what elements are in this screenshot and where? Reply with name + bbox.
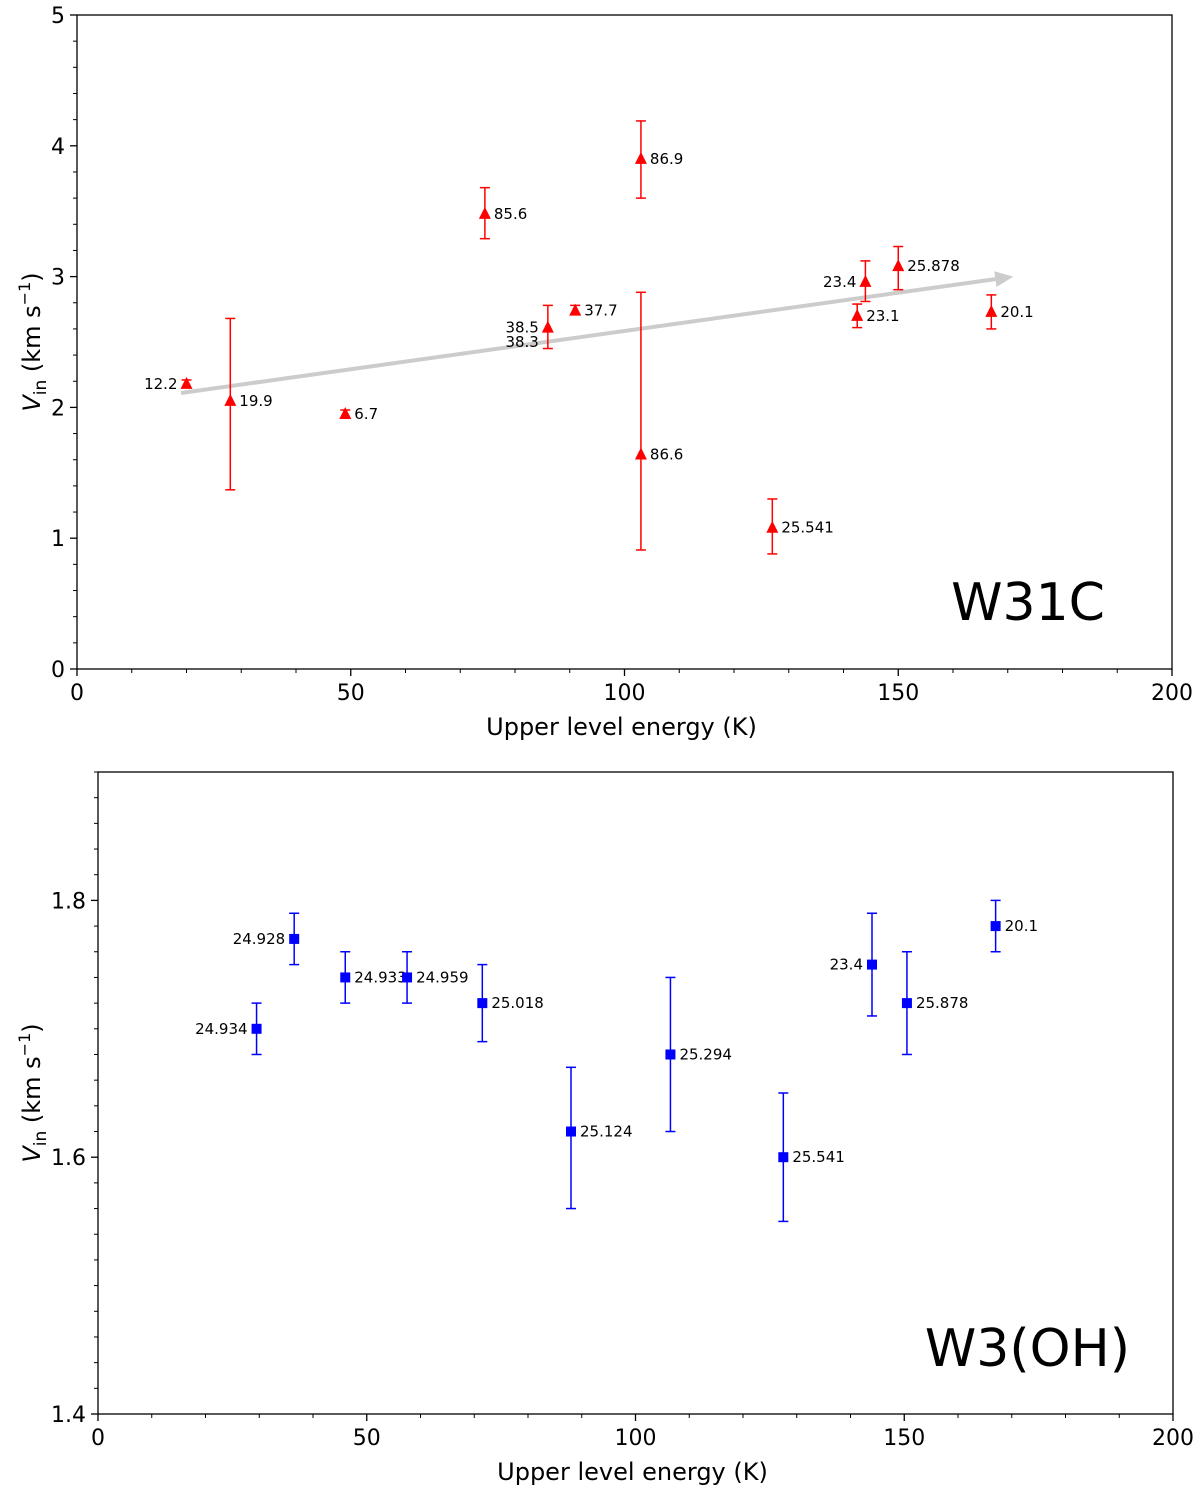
panel-label: W3(OH) <box>925 1319 1130 1379</box>
y-tick-label: 2 <box>51 396 65 421</box>
data-point <box>224 393 237 406</box>
data-point <box>569 303 582 316</box>
y-tick-label: 1.4 <box>51 1403 86 1428</box>
x-tick-label: 100 <box>615 1426 657 1451</box>
y-axis-label-subscript: in <box>31 380 51 396</box>
y-tick-label: 5 <box>51 4 65 29</box>
point-label: 38.3 <box>505 333 538 351</box>
y-axis-label-close: ) <box>18 272 46 281</box>
y-axis-label-exponent: −1 <box>15 282 34 306</box>
panel-label: W31C <box>951 573 1105 633</box>
point-label: 24.959 <box>416 968 469 986</box>
point-label: 25.294 <box>679 1045 732 1063</box>
y-tick-label: 1 <box>51 527 65 552</box>
point-label: 25.878 <box>907 257 960 275</box>
data-point <box>867 959 877 970</box>
point-label: 85.6 <box>494 205 527 223</box>
point-label: 25.541 <box>781 519 834 537</box>
point-label: 23.4 <box>830 956 863 974</box>
point-label: 37.7 <box>584 302 617 320</box>
y-axis-label-unit: (km s <box>18 305 46 379</box>
y-axis-label: Vin (km s−1) <box>15 1023 51 1162</box>
plot-frame <box>76 14 1173 670</box>
point-label: 20.1 <box>1000 303 1033 321</box>
point-label: 24.934 <box>195 1020 248 1038</box>
x-tick-label: 0 <box>70 681 84 706</box>
data-point <box>665 1049 676 1060</box>
data-point <box>340 972 351 983</box>
chart-w31c: 0 50 100 150 200 0 1 2 3 4 5 Upper level energy (K)… <box>15 4 1193 741</box>
point-label: 38.5 <box>505 319 538 337</box>
y-axis-label-subscript: in <box>31 1131 51 1147</box>
plot-frame <box>97 771 1174 1415</box>
point-label: 86.6 <box>650 445 683 463</box>
data-point <box>339 406 352 419</box>
data-point <box>851 308 864 321</box>
x-tick-label: 150 <box>883 1426 925 1451</box>
data-point <box>990 921 1001 932</box>
x-tick-label: 0 <box>91 1426 105 1451</box>
trend-arrow-head <box>994 271 1014 287</box>
data-point <box>478 206 491 219</box>
y-tick-label: 3 <box>51 266 65 291</box>
data-point <box>634 447 647 460</box>
point-label: 12.2 <box>144 375 177 393</box>
data-point <box>289 933 300 944</box>
point-label: 23.1 <box>866 307 899 325</box>
y-axis-label-unit: (km s <box>18 1056 46 1130</box>
x-tick-label: 150 <box>877 681 919 706</box>
trend-arrow-shaft <box>180 277 996 395</box>
data-point <box>634 151 647 164</box>
point-label: 25.541 <box>792 1148 845 1166</box>
point-label: 25.018 <box>491 994 544 1012</box>
data-point <box>901 998 912 1009</box>
data-point <box>251 1023 262 1034</box>
x-tick-label: 50 <box>337 681 365 706</box>
point-label: 25.878 <box>916 994 969 1012</box>
data-point <box>477 998 488 1009</box>
point-label: 23.4 <box>823 273 856 291</box>
data-point <box>541 320 554 333</box>
point-label: 19.9 <box>239 392 272 410</box>
x-tick-label: 200 <box>1151 681 1193 706</box>
point-label: 86.9 <box>650 150 683 168</box>
data-point <box>180 376 193 389</box>
data-point <box>859 274 872 287</box>
point-label: 20.1 <box>1005 917 1038 935</box>
y-tick-label: 0 <box>51 658 65 683</box>
x-axis-label: Upper level energy (K) <box>486 713 757 741</box>
data-point <box>766 520 779 533</box>
x-tick-label: 200 <box>1152 1426 1194 1451</box>
x-axis-label: Upper level energy (K) <box>497 1458 768 1486</box>
y-axis-label-symbol: V <box>18 394 46 412</box>
y-tick-label: 1.6 <box>51 1146 86 1171</box>
y-tick-label: 4 <box>51 135 65 160</box>
point-label: 24.933 <box>354 968 407 986</box>
data-point <box>566 1126 576 1137</box>
x-tick-label: 50 <box>353 1426 381 1451</box>
y-axis-label: Vin (km s−1) <box>15 272 51 411</box>
point-label: 6.7 <box>354 405 378 423</box>
chart-w3oh: 0 50 100 150 200 1.4 1.6 1.8 Upper level energy … <box>15 771 1194 1486</box>
x-tick-label: 100 <box>604 681 646 706</box>
y-axis-label-symbol: V <box>18 1145 46 1163</box>
y-axis-label-exponent: −1 <box>15 1033 34 1057</box>
y-axis-label-close: ) <box>18 1023 46 1032</box>
data-point <box>402 972 413 983</box>
point-label: 24.928 <box>233 930 286 948</box>
data-point <box>778 1152 789 1163</box>
point-label: 25.124 <box>580 1123 633 1141</box>
data-point <box>892 259 905 272</box>
y-tick-label: 1.8 <box>51 889 86 914</box>
data-point <box>985 304 998 317</box>
